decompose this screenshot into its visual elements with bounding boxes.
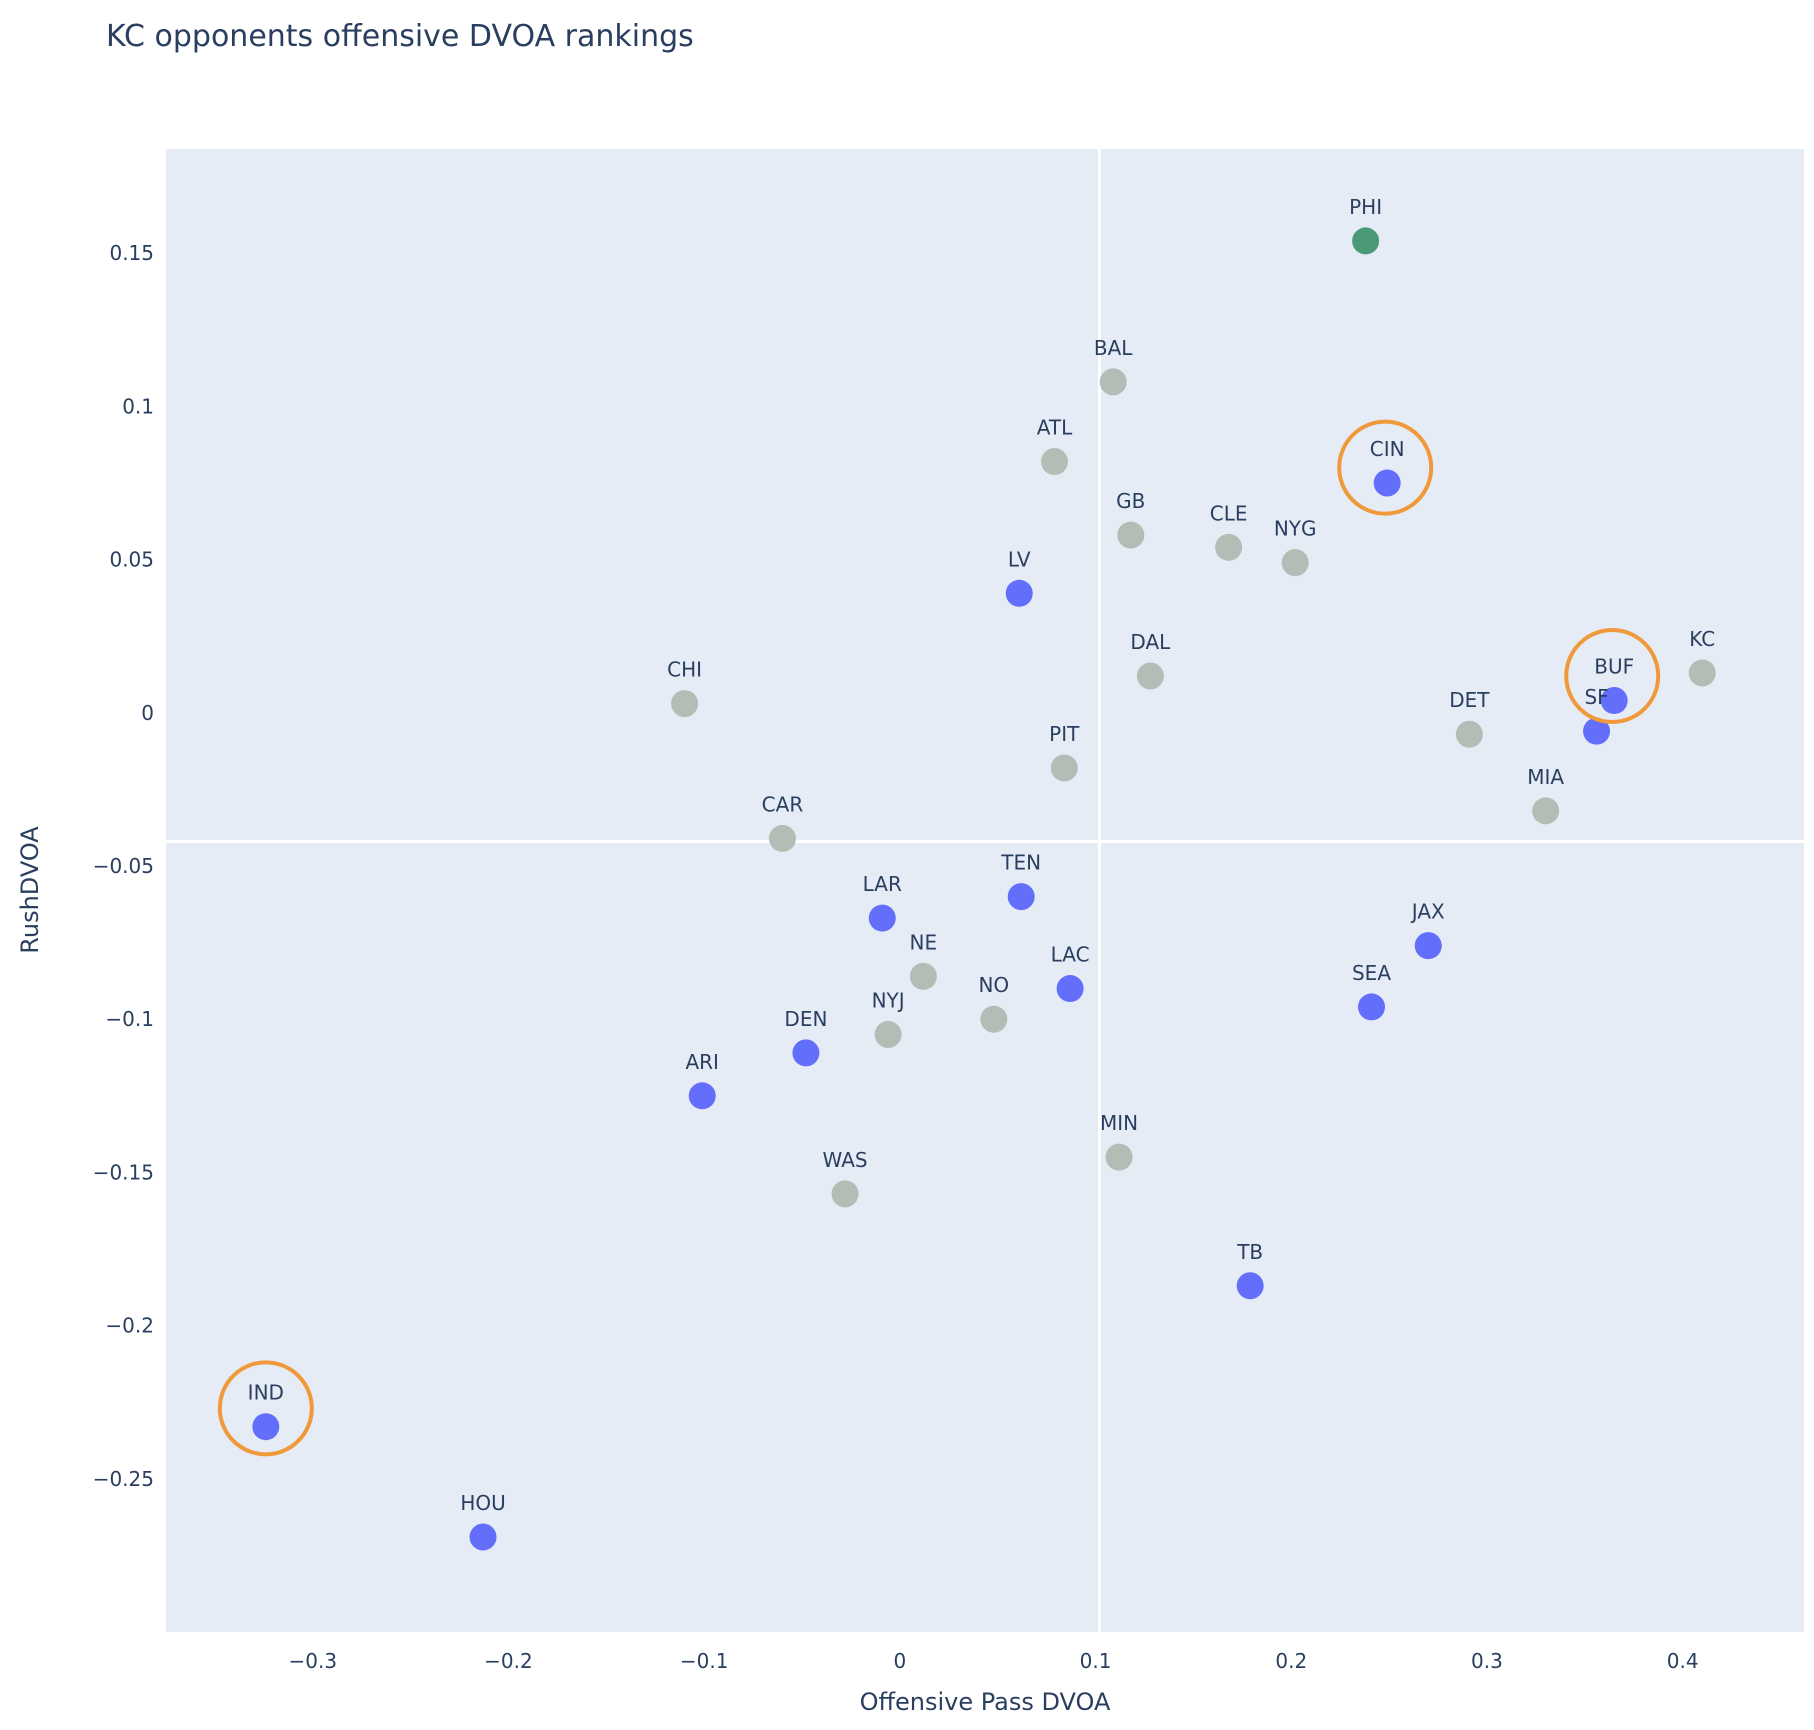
data-point-was (831, 1180, 859, 1208)
y-tick-label: 0.05 (109, 548, 154, 572)
point-label-mia: MIA (1527, 765, 1564, 789)
data-point-det (1455, 720, 1483, 748)
point-label-dal: DAL (1130, 630, 1171, 654)
data-point-sea (1358, 993, 1386, 1021)
x-tick-label: −0.1 (680, 1649, 729, 1673)
chart-title: KC opponents offensive DVOA rankings (106, 19, 694, 54)
data-point-pit (1050, 754, 1078, 782)
data-point-nyg (1281, 549, 1309, 577)
data-point-nyj (874, 1021, 902, 1049)
data-point-mia (1532, 797, 1560, 825)
data-point-ten (1007, 883, 1035, 911)
data-point-buf (1600, 687, 1628, 715)
y-tick-label: −0.15 (93, 1160, 154, 1184)
highlight-ring-buf (1564, 628, 1661, 725)
x-tick-label: 0.1 (1080, 1649, 1112, 1673)
point-label-jax: JAX (1410, 900, 1445, 924)
point-label-ne: NE (910, 930, 938, 954)
y-tick-label: −0.25 (93, 1467, 154, 1491)
x-tick-label: 0.2 (1275, 1649, 1307, 1673)
x-tick-label: −0.3 (288, 1649, 337, 1673)
data-point-ari (688, 1082, 716, 1110)
point-label-den: DEN (784, 1007, 827, 1031)
point-label-ten: TEN (1000, 851, 1041, 875)
point-label-lv: LV (1008, 547, 1031, 571)
point-label-lar: LAR (863, 872, 902, 896)
point-label-det: DET (1449, 688, 1490, 712)
y-axis-label: RushDVOA (16, 826, 44, 954)
data-point-chi (671, 690, 699, 718)
point-label-cle: CLE (1210, 501, 1248, 525)
point-label-atl: ATL (1037, 416, 1073, 440)
data-point-min (1105, 1143, 1133, 1171)
point-label-no: NO (978, 973, 1009, 997)
highlight-ring-ind (217, 1360, 314, 1457)
x-tick-label: 0 (894, 1649, 907, 1673)
data-point-no (980, 1005, 1008, 1033)
data-point-jax (1414, 932, 1442, 960)
point-label-min: MIN (1100, 1111, 1138, 1135)
data-point-den (792, 1039, 820, 1067)
x-axis-label: Offensive Pass DVOA (860, 1688, 1111, 1716)
point-label-phi: PHI (1349, 195, 1382, 219)
x-tick-label: 0.3 (1471, 1649, 1503, 1673)
data-point-cle (1215, 533, 1243, 561)
point-label-sf: SF (1584, 685, 1608, 709)
data-point-bal (1099, 368, 1127, 396)
point-label-chi: CHI (667, 658, 702, 682)
data-point-car (768, 824, 796, 852)
y-tick-label: −0.05 (93, 854, 154, 878)
y-tick-label: 0.15 (109, 241, 154, 265)
point-label-nyj: NYJ (872, 989, 905, 1013)
y-tick-label: 0.1 (122, 394, 154, 418)
point-label-lac: LAC (1051, 943, 1090, 967)
data-point-ne (909, 962, 937, 990)
data-point-ind (252, 1413, 280, 1441)
data-point-kc (1688, 659, 1716, 687)
y-tick-label: 0 (141, 701, 154, 725)
data-point-lv (1005, 579, 1033, 607)
point-label-was: WAS (823, 1148, 868, 1172)
point-label-buf: BUF (1594, 655, 1634, 679)
data-point-tb (1236, 1272, 1264, 1300)
point-label-tb: TB (1236, 1240, 1263, 1264)
data-point-phi (1352, 227, 1380, 255)
y-tick-label: −0.1 (105, 1007, 154, 1031)
point-label-sea: SEA (1352, 961, 1391, 985)
point-label-nyg: NYG (1274, 517, 1317, 541)
data-point-gb (1117, 521, 1145, 549)
data-point-cin (1373, 469, 1401, 497)
x-tick-label: −0.2 (484, 1649, 533, 1673)
point-label-ari: ARI (685, 1050, 718, 1074)
point-label-kc: KC (1689, 627, 1715, 651)
point-label-ind: IND (248, 1381, 284, 1405)
data-point-dal (1136, 662, 1164, 690)
highlight-ring-cin (1337, 419, 1434, 516)
plot-area (166, 149, 1804, 1632)
data-point-hou (469, 1523, 497, 1551)
data-point-lac (1056, 975, 1084, 1003)
point-label-hou: HOU (460, 1491, 505, 1515)
point-label-bal: BAL (1094, 336, 1133, 360)
point-label-gb: GB (1116, 489, 1145, 513)
data-point-lar (868, 904, 896, 932)
point-label-pit: PIT (1049, 722, 1080, 746)
data-point-sf (1583, 717, 1611, 745)
y-tick-label: −0.2 (105, 1314, 154, 1338)
data-point-atl (1040, 448, 1068, 476)
point-label-cin: CIN (1370, 437, 1405, 461)
point-label-car: CAR (762, 792, 804, 816)
x-tick-label: 0.4 (1667, 1649, 1699, 1673)
